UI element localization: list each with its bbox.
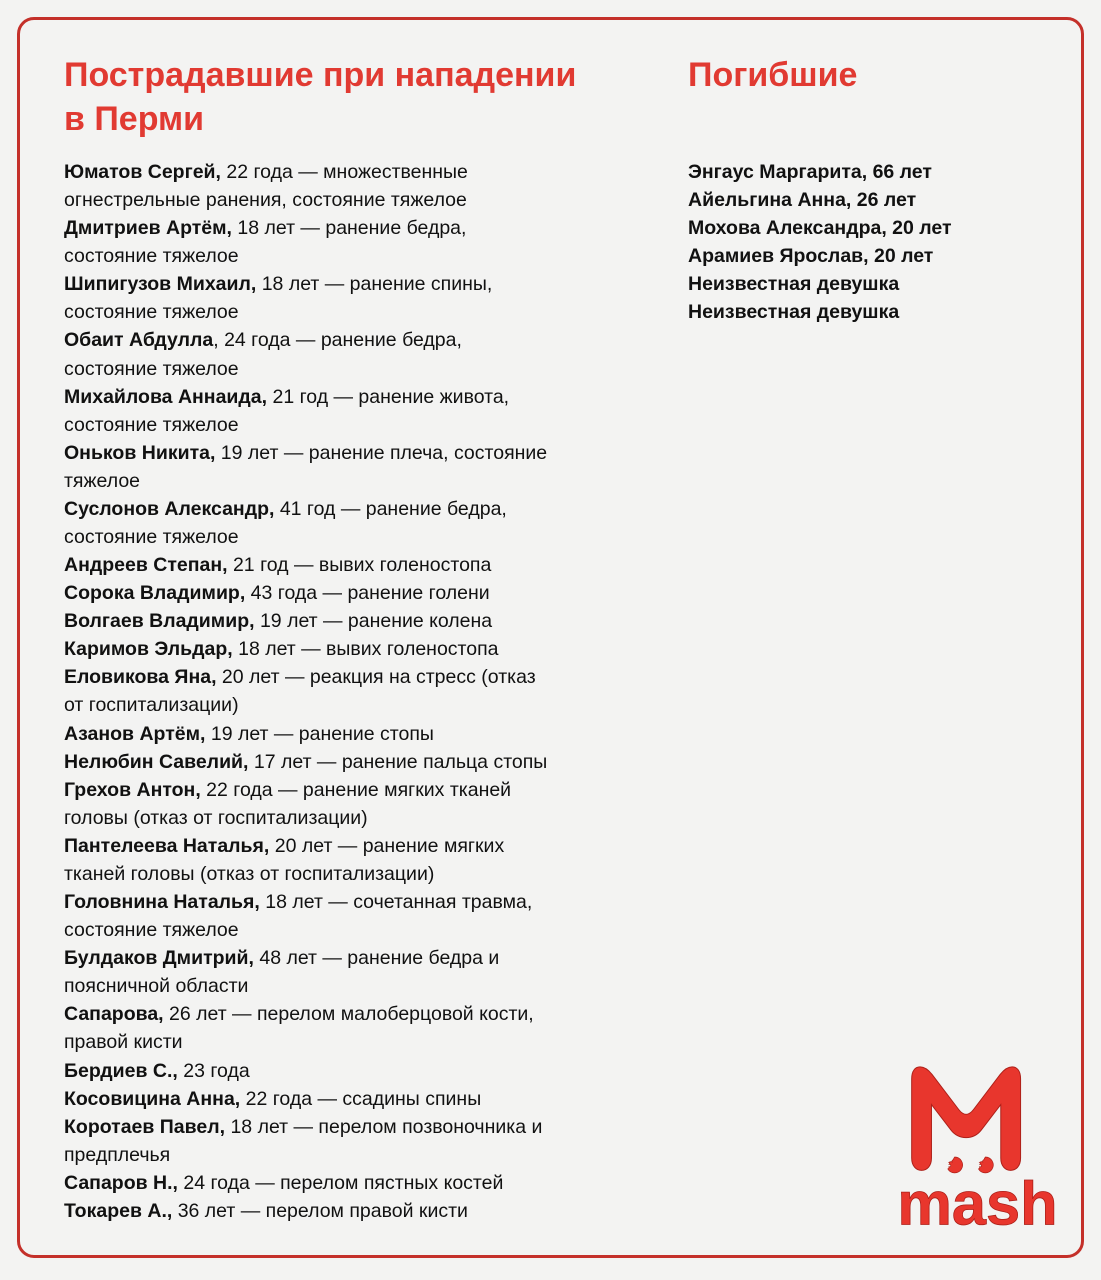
svg-text:mash: mash [901, 1169, 1055, 1238]
